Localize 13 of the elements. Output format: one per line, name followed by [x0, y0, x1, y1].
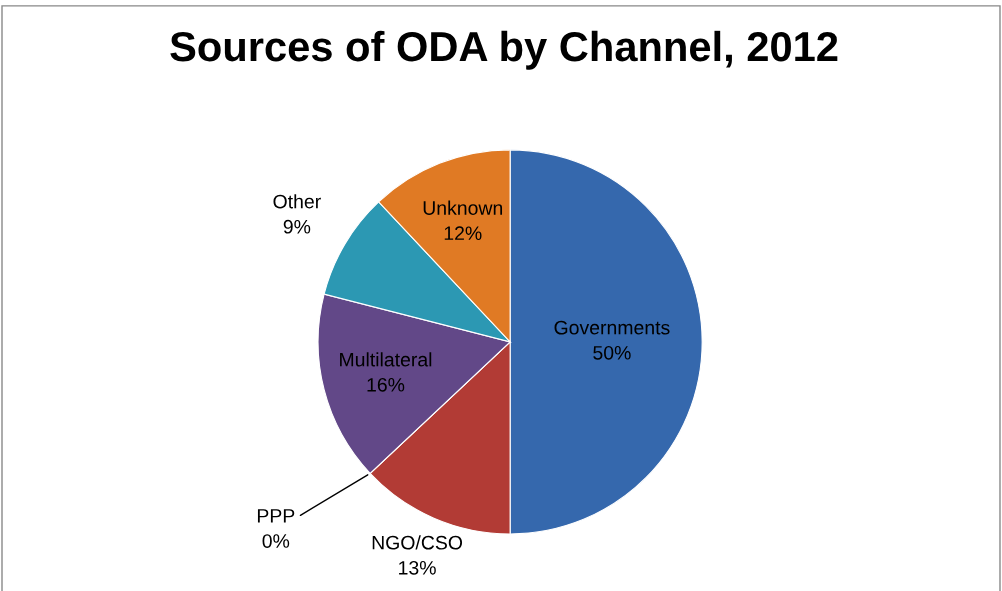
- slice-label: Other: [273, 194, 321, 209]
- text: 0%: [262, 534, 290, 548]
- slice-label: Unknown: [423, 200, 503, 215]
- chart-title: Sources of ODA by Channel, 2012: [170, 30, 838, 70]
- data-label: 13%: [399, 560, 436, 575]
- slice-label: Governments: [554, 320, 670, 335]
- slice-label: NGO/CSO: [372, 535, 463, 550]
- slice-label: Multilateral: [340, 352, 432, 367]
- data-label: 50%: [593, 345, 631, 360]
- data-label: 16%: [367, 377, 405, 392]
- category-label: PPP: [257, 509, 295, 523]
- data-label: 9%: [283, 219, 311, 234]
- data-label: 12%: [444, 226, 482, 240]
